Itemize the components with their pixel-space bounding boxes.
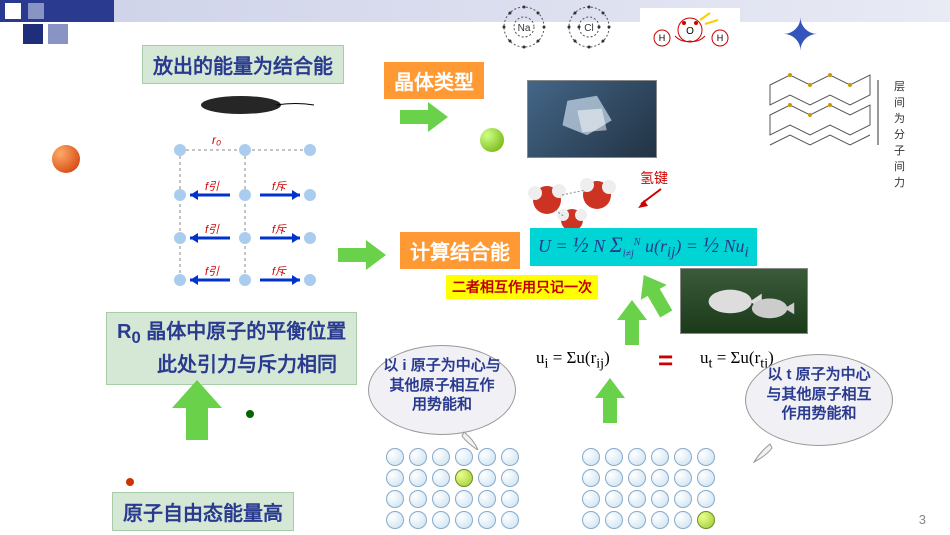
deco-blocks <box>23 24 68 44</box>
speech-t: 以 t 原子为中心与其他原子相互作用势能和 <box>745 354 893 446</box>
svg-text:Cl: Cl <box>584 23 593 34</box>
svg-text:f引: f引 <box>205 265 220 278</box>
svg-text:f斥: f斥 <box>272 265 287 278</box>
speech-tail-t <box>752 442 774 464</box>
formula-ui: ui = Σu(rij) <box>536 348 610 372</box>
star-icon: ✦ <box>782 10 819 61</box>
green-sphere-deco <box>480 128 504 152</box>
svg-text:H: H <box>717 33 724 43</box>
svg-text:f引: f引 <box>205 180 220 193</box>
cl-atom-icon: Cl <box>562 0 617 55</box>
svg-text:H: H <box>659 33 666 43</box>
svg-text:f斥: f斥 <box>272 180 287 193</box>
fish-image <box>680 268 808 334</box>
eq-icon: = <box>658 345 673 376</box>
brush-smudge <box>196 92 316 118</box>
label-calc-energy: 计算结合能 <box>400 232 520 269</box>
label-free-atom: 原子自由态能量高 <box>112 492 294 531</box>
h2o-cluster <box>517 165 637 235</box>
h-bond-label: 氢键 <box>640 168 668 188</box>
svg-text:f斥: f斥 <box>272 223 287 236</box>
formula-U: U = ½ N Σi≠jN u(rij) = ½ Nui <box>530 228 757 266</box>
h2o-icon: HOH <box>640 8 740 53</box>
atom-grid-left <box>386 448 521 529</box>
speech-i: 以 i 原子为中心与其他原子相互作用势能和 <box>368 345 516 435</box>
svg-text:f引: f引 <box>205 223 220 236</box>
svg-text:O: O <box>686 26 694 37</box>
page-number: 3 <box>919 512 926 527</box>
arrow-to-calc <box>338 240 388 270</box>
svg-text:Na: Na <box>518 23 531 34</box>
speech-tail-i <box>460 430 480 450</box>
arrow-up-2 <box>595 378 625 423</box>
title-binding-energy: 放出的能量为结合能 <box>142 45 344 84</box>
red-sphere-deco <box>52 145 80 173</box>
red-dot <box>126 478 134 486</box>
na-atom-icon: Na <box>497 0 552 55</box>
label-crystal-type: 晶体类型 <box>384 62 484 99</box>
arrow-crystal-type <box>400 102 450 132</box>
atom-grid-right <box>582 448 717 529</box>
label-interaction-once: 二者相互作用只记一次 <box>446 275 598 299</box>
green-dot <box>246 410 254 418</box>
svg-text:r₀: r₀ <box>212 133 221 147</box>
layer-force-label: 层间为分子间力 <box>894 78 910 190</box>
crystal-photo <box>527 80 657 158</box>
label-r0: R0 晶体中原子的平衡位置 此处引力与斥力相同 <box>106 312 357 385</box>
arrow-up-1 <box>617 300 647 345</box>
arrow-up-big <box>172 380 222 440</box>
lattice-diagram: r₀ f引 f斥 f引 f斥 f引 f斥 <box>160 130 330 300</box>
h-bond-arrow <box>636 186 666 208</box>
graphite-layers <box>760 60 890 160</box>
